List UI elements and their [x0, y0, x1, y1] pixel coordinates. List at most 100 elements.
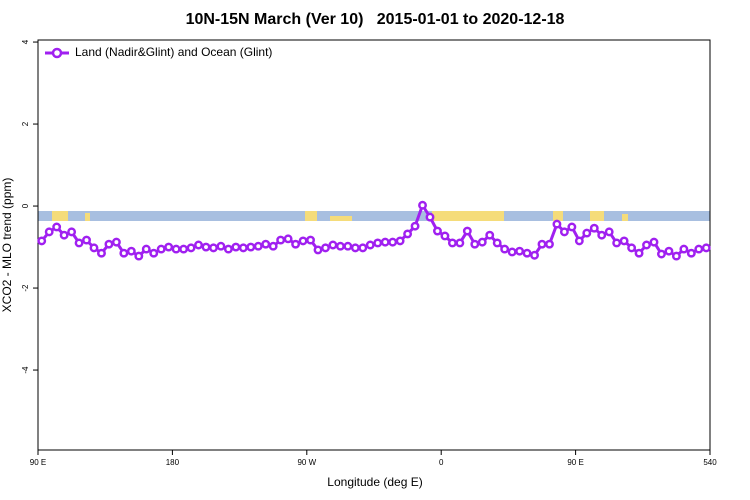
- data-point: [216, 241, 226, 251]
- data-point: [335, 241, 345, 251]
- data-point: [425, 212, 435, 222]
- legend-marker: [51, 47, 63, 59]
- data-point: [694, 244, 704, 254]
- data-point: [627, 243, 637, 253]
- data-point: [44, 227, 54, 237]
- land-patch: [52, 211, 68, 221]
- x-tick-label: 0: [439, 458, 444, 467]
- data-point: [686, 248, 696, 258]
- land-patch: [330, 216, 352, 221]
- data-point: [59, 230, 69, 240]
- data-point: [104, 239, 114, 249]
- data-point: [589, 223, 599, 233]
- data-point: [515, 246, 525, 256]
- data-point: [111, 237, 121, 247]
- data-point: [537, 239, 547, 249]
- data-point: [52, 222, 62, 232]
- x-tick-label: 90 W: [297, 458, 316, 467]
- data-point: [328, 240, 338, 250]
- y-axis-label: XCO2 - MLO trend (ppm): [0, 178, 14, 313]
- data-point: [619, 236, 629, 246]
- data-point: [395, 236, 405, 246]
- land-patch: [432, 211, 504, 221]
- land-patch: [305, 211, 317, 221]
- data-point: [574, 236, 584, 246]
- data-point: [567, 222, 577, 232]
- data-point: [403, 229, 413, 239]
- data-point: [97, 248, 106, 258]
- x-axis-label: Longitude (deg E): [327, 475, 422, 489]
- data-point: [664, 246, 674, 256]
- data-point: [507, 247, 517, 257]
- chart-title: 10N-15N March (Ver 10) 2015-01-01 to 202…: [186, 11, 565, 28]
- x-tick-label: 90 E: [567, 458, 583, 467]
- y-tick-label: -4: [21, 366, 30, 374]
- data-point: [418, 200, 427, 210]
- data-point: [246, 242, 256, 252]
- data-point: [201, 242, 211, 252]
- data-point: [388, 237, 398, 247]
- ocean-band: [38, 211, 710, 221]
- data-point: [440, 231, 450, 241]
- data-point: [701, 243, 711, 253]
- data-point: [231, 242, 241, 252]
- data-point: [671, 251, 681, 261]
- land-patch: [622, 214, 628, 221]
- data-point: [67, 227, 77, 237]
- data-point: [642, 240, 651, 250]
- data-point: [306, 235, 315, 245]
- data-point: [358, 243, 368, 253]
- data-point: [559, 227, 569, 237]
- data-point: [343, 241, 353, 251]
- data-point: [679, 244, 689, 254]
- data-point: [179, 244, 189, 254]
- data-point: [447, 238, 457, 248]
- x-tick-label: 180: [166, 458, 180, 467]
- data-point: [552, 219, 562, 229]
- data-point: [365, 240, 375, 250]
- data-point: [37, 236, 47, 246]
- data-point: [141, 244, 151, 254]
- x-tick-label: 540: [703, 458, 717, 467]
- data-point: [164, 242, 174, 252]
- data-point: [194, 240, 203, 250]
- data-point: [126, 246, 136, 256]
- data-point: [74, 238, 84, 248]
- data-point: [455, 238, 465, 248]
- data-point: [171, 244, 181, 254]
- data-point: [597, 230, 607, 240]
- plot-frame: [37, 39, 711, 451]
- data-point: [604, 227, 614, 237]
- data-point: [612, 238, 622, 248]
- data-point: [500, 244, 510, 254]
- data-point: [209, 243, 218, 253]
- land-patch: [590, 211, 604, 221]
- data-point: [223, 244, 233, 254]
- data-point: [186, 243, 196, 253]
- data-point: [313, 245, 323, 255]
- y-tick-label: 4: [21, 39, 30, 44]
- land-patch: [85, 213, 90, 221]
- y-tick-label: 2: [21, 121, 30, 126]
- data-point: [321, 243, 330, 253]
- x-tick-label: 90 E: [30, 458, 46, 467]
- data-point: [522, 248, 532, 258]
- data-point: [470, 239, 480, 249]
- data-point: [485, 230, 495, 240]
- data-point: [89, 243, 99, 253]
- data-point: [82, 235, 91, 245]
- data-point: [410, 221, 420, 231]
- legend-label: Land (Nadir&Glint) and Ocean (Glint): [75, 45, 272, 59]
- data-point: [657, 249, 666, 259]
- data-point: [291, 239, 301, 249]
- data-point: [530, 250, 539, 260]
- data-point: [298, 236, 308, 246]
- data-point: [373, 238, 383, 248]
- data-point: [582, 228, 592, 238]
- data-point: [253, 241, 263, 251]
- data-point: [261, 239, 271, 249]
- data-point: [350, 243, 360, 253]
- y-tick-label: -2: [21, 284, 30, 292]
